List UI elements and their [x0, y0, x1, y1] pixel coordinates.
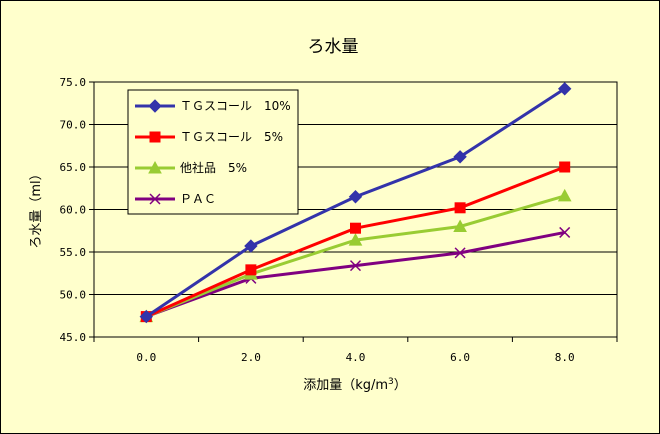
- legend-marker: [149, 131, 161, 143]
- x-tick-label: 6.0: [450, 351, 470, 364]
- data-point: [349, 260, 362, 272]
- legend-item: ＴＧスコール 10%: [135, 99, 291, 113]
- y-tick-label: 75.0: [60, 76, 87, 89]
- data-point: [557, 188, 572, 202]
- data-point: [453, 219, 467, 232]
- legend: ＴＧスコール 10% ＴＧスコール 5% 他社品 5% ＰＡＣ: [127, 89, 299, 215]
- data-point: [454, 247, 466, 259]
- data-point: [244, 239, 258, 253]
- data-point: [348, 190, 363, 204]
- x-tick-label: 0.0: [136, 351, 156, 364]
- data-point: [453, 150, 467, 164]
- series-diamond: [139, 82, 572, 324]
- legend-label: ＰＡＣ: [180, 192, 216, 206]
- legend-item: ＰＡＣ: [135, 192, 216, 206]
- data-point: [139, 309, 154, 324]
- y-tick-label: 45.0: [60, 331, 87, 344]
- data-point: [557, 82, 572, 96]
- chart-title: ろ水量: [308, 37, 359, 57]
- y-axis-label: ろ水量（ml）: [29, 167, 44, 248]
- y-tick-label: 55.0: [60, 246, 87, 259]
- y-tick-label: 70.0: [60, 119, 87, 132]
- data-point: [559, 226, 571, 238]
- y-tick-label: 60.0: [60, 204, 87, 217]
- legend-marker: [148, 160, 162, 174]
- data-point: [559, 161, 571, 173]
- data-point: [454, 202, 466, 214]
- legend-marker: [149, 193, 161, 205]
- x-tick-label: 4.0: [346, 351, 366, 364]
- legend-label: ＴＧスコール 5%: [180, 130, 283, 144]
- y-axis-ticks: 45.0 50.0 55.0 60.0 65.0 70.0 75.0: [60, 76, 94, 344]
- legend-item: ＴＧスコール 5%: [135, 130, 283, 144]
- x-tick-label: 2.0: [241, 351, 261, 364]
- legend-item: 他社品 5%: [135, 160, 247, 175]
- data-point: [245, 264, 257, 276]
- data-point: [348, 233, 363, 246]
- x-axis-ticks: 0.0 2.0 4.0 6.0 8.0: [93, 337, 618, 364]
- y-tick-label: 65.0: [60, 161, 87, 174]
- legend-label: 他社品 5%: [180, 160, 247, 175]
- legend-label: ＴＧスコール 10%: [180, 99, 291, 113]
- legend-marker: [148, 99, 162, 113]
- series-group: [139, 82, 572, 324]
- y-tick-label: 50.0: [60, 289, 87, 302]
- data-point: [350, 222, 361, 234]
- x-tick-label: 8.0: [555, 351, 575, 364]
- x-axis-label: 添加量（kg/m3）: [303, 377, 407, 393]
